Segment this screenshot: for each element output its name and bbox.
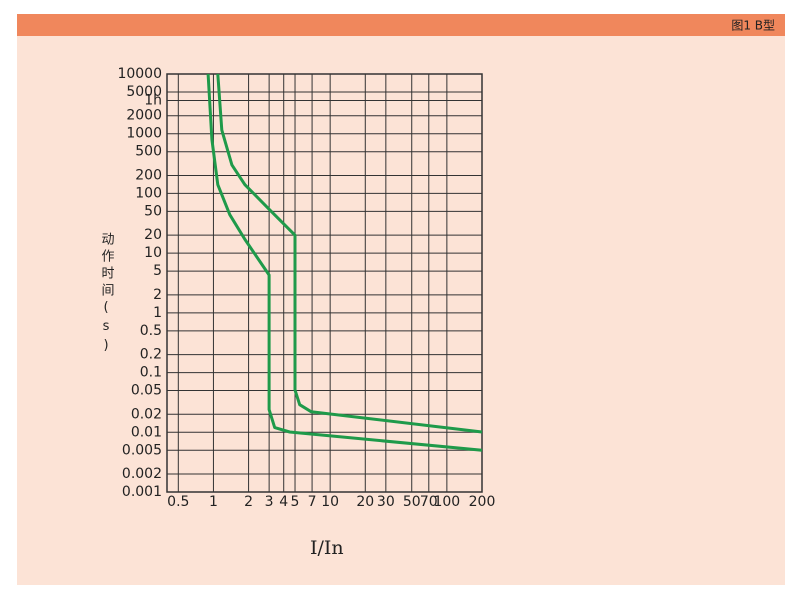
y-tick-label: 50 xyxy=(144,203,162,219)
x-tick-label: 50 xyxy=(403,494,421,510)
y-tick-label: 0.5 xyxy=(140,323,162,339)
y-tick-label: 0.02 xyxy=(131,406,162,422)
x-tick-label: 1 xyxy=(209,494,218,510)
y-tick-label: 100 xyxy=(135,185,162,201)
y-tick-label: 2000 xyxy=(126,108,162,124)
y-tick-label: 0.01 xyxy=(131,424,162,440)
x-tick-label: 5 xyxy=(291,494,300,510)
y-tick-label: 0.05 xyxy=(131,383,162,399)
panel xyxy=(17,14,785,585)
y-tick-label: 10 xyxy=(144,245,162,261)
y-axis-label: 动作时间(s) xyxy=(99,232,115,357)
y-tick-label: 10000 xyxy=(117,66,162,82)
x-tick-label: 0.5 xyxy=(167,494,189,510)
x-tick-label: 2 xyxy=(244,494,253,510)
plot-frame xyxy=(166,73,483,493)
x-tick-label: 10 xyxy=(321,494,339,510)
x-tick-label: 100 xyxy=(433,494,460,510)
x-tick-label: 30 xyxy=(377,494,395,510)
x-tick-label: 200 xyxy=(469,494,496,510)
trip-curve xyxy=(206,73,483,452)
y-tick-label: 0.1 xyxy=(140,365,162,381)
y-tick-label: 0.2 xyxy=(140,347,162,363)
y-tick-label: 0.001 xyxy=(122,484,162,500)
y-tick-label: 20 xyxy=(144,227,162,243)
header-title: 图1 B型 xyxy=(731,19,775,33)
y-tick-label: 0.002 xyxy=(122,466,162,482)
y-tick-label: 5 xyxy=(153,263,162,279)
y-tick-label: 1 xyxy=(153,305,162,321)
y-tick-label: 500 xyxy=(135,144,162,160)
trip-curve xyxy=(216,73,483,434)
y-tick-label: 1000 xyxy=(126,126,162,142)
header-bar xyxy=(17,14,785,36)
x-tick-label: 20 xyxy=(356,494,374,510)
x-tick-label: 70 xyxy=(420,494,438,510)
x-tick-label: 7 xyxy=(308,494,317,510)
y-tick-label: 0.005 xyxy=(122,442,162,458)
y-tick-label: 200 xyxy=(135,167,162,183)
x-axis-label: I/In xyxy=(310,537,344,559)
x-tick-label: 4 xyxy=(279,494,288,510)
y-tick-label: 2 xyxy=(153,287,162,303)
y-tick-label: 5000 xyxy=(126,84,162,100)
y-tick-label: 1h xyxy=(144,92,162,108)
x-tick-label: 3 xyxy=(265,494,274,510)
